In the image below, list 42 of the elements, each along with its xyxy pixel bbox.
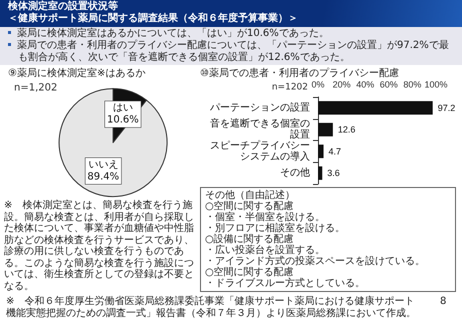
- data-label: 10.6%: [107, 114, 139, 126]
- chart-title: ⑨薬局に検体測定室※はあるか: [8, 68, 146, 80]
- data-label: 12.6: [338, 124, 356, 135]
- text: ＜健康サポート薬局に関する調査結果（令和６年度予算事業）＞: [8, 13, 299, 25]
- text: 8: [440, 296, 446, 308]
- x-tick-label: 60%: [380, 80, 398, 90]
- text: ・個室・半個室を設ける。: [205, 212, 326, 223]
- text: 検体測定室の設置状況等: [8, 1, 119, 12]
- text: n=1202: [272, 82, 308, 92]
- y-tick-label: スピーチプライバシーシステムの導入: [210, 139, 310, 162]
- text: ○設備に関する配慮: [205, 234, 294, 245]
- text: 薬局に検体測定室はあるかについては、「はい」が10.6%であった。: [17, 28, 329, 39]
- bar: [318, 122, 333, 136]
- y-tick-label: 音を遮断できる個室の設置: [210, 118, 310, 141]
- text: n=1,202: [14, 82, 58, 94]
- data-label: 4.7: [328, 146, 342, 156]
- text: その他（自由記述）: [205, 190, 296, 201]
- slice-label: はい: [112, 102, 133, 114]
- text: ・別フロアに相談室を設ける。: [205, 223, 346, 234]
- x-tick-label: 80%: [403, 80, 422, 90]
- data-label: 3.6: [327, 168, 340, 178]
- text: ○空間に関する配慮: [205, 201, 294, 212]
- text: 薬局での患者・利用者のプライバシー配慮については、「パーテーションの設置」が97.2%で最も割合が高く、次いで「音を遮断できる個室の設置」が12.6%であった。: [17, 40, 449, 63]
- bar: [318, 101, 433, 115]
- text: ※ 検体測定室とは、簡易な検査を行う施設。簡易な検査とは、利用者が自ら採取した検体について、事業者が血糖値や中性脂肪などの検体検査を行うサービスであり、診療の用に供しない検査を行うものである。このような簡易な検査を行う施設については、衛生検査所としての登録は不要となる。: [4, 200, 194, 292]
- text: ○空間に関する配慮: [205, 267, 294, 278]
- y-tick-label: パーテーションの設置: [209, 101, 310, 114]
- data-label: 89.4%: [87, 171, 120, 182]
- chart-title: ⑩薬局での患者・利用者のプライバシー配慮: [200, 68, 399, 80]
- x-tick-label: 20%: [332, 80, 351, 90]
- x-tick-label: 0%: [311, 80, 325, 90]
- data-label: 97.2: [438, 102, 456, 113]
- bar: [318, 166, 322, 180]
- text: ・アイランド方式の投薬スペースを設けている。: [205, 256, 426, 267]
- y-tick-label: その他: [280, 166, 310, 179]
- text: ・ドライブスルー方式としている。: [205, 278, 366, 289]
- slice-label: いいえ: [88, 159, 118, 170]
- x-tick-label: 100%: [424, 80, 448, 90]
- bar: [318, 144, 324, 158]
- x-tick-label: 40%: [356, 80, 374, 90]
- text: ※ 令和６年度厚生労働省医薬局総務課委託事業「健康サポート薬局における健康サポート機能実態把握のための調査一式」報告書（令和７年３月）より医薬局総務課において作成。: [6, 296, 416, 320]
- text: ・広い投薬台を設置する。: [205, 245, 326, 256]
